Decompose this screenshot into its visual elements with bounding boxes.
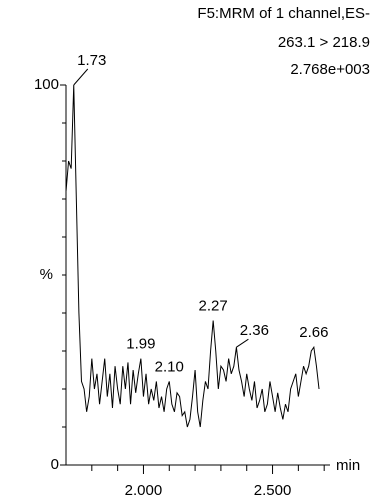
peak-label: 1.99 — [126, 336, 155, 353]
title-line: F5:MRM of 1 channel,ES- — [197, 5, 370, 22]
title-line: 2.768e+003 — [290, 61, 370, 78]
peak-label: 2.27 — [199, 298, 228, 315]
peak-label: 2.10 — [155, 358, 184, 375]
peak-label: 2.66 — [299, 324, 328, 341]
y-tick-label: 0 — [51, 456, 59, 473]
y-axis-label: % — [40, 266, 53, 283]
title-line: 263.1 > 218.9 — [278, 34, 370, 51]
x-tick-label: 2.000 — [125, 482, 163, 499]
x-axis-label: min — [336, 457, 360, 474]
peak-label: 2.36 — [240, 322, 269, 339]
annotation-leader — [236, 338, 249, 348]
x-tick-label: 2.500 — [254, 482, 292, 499]
peak-label: 1.73 — [77, 52, 106, 69]
annotation-leader — [73, 68, 89, 86]
y-tick-label: 100 — [34, 76, 59, 93]
trace — [65, 84, 320, 428]
